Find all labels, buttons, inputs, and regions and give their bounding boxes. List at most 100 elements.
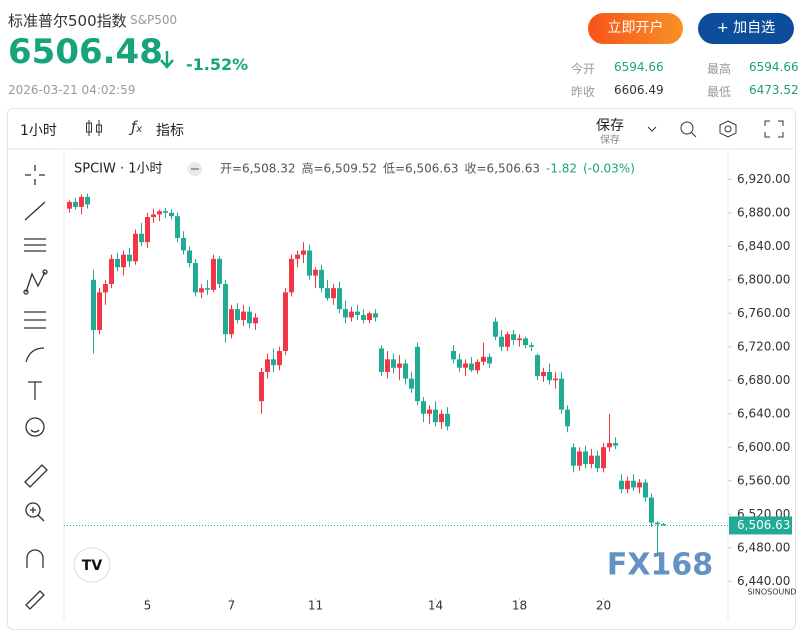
candle-body bbox=[349, 311, 354, 318]
stat-label: 最低 bbox=[707, 85, 732, 99]
candle-body bbox=[289, 258, 294, 293]
candle-body bbox=[379, 348, 384, 372]
add-watchlist-button[interactable]: + 加自选 bbox=[698, 13, 794, 44]
candle-body bbox=[637, 482, 642, 488]
candle-body bbox=[271, 359, 276, 366]
candle-body bbox=[73, 201, 78, 207]
stat-value: 6606.49 bbox=[614, 83, 664, 97]
interval-button[interactable]: 1小时 bbox=[20, 123, 57, 139]
legend-item: 收=6,506.63 bbox=[465, 162, 541, 176]
candle-body bbox=[331, 288, 336, 299]
candle-body bbox=[445, 413, 450, 427]
candle-body bbox=[259, 371, 264, 402]
candle-body bbox=[247, 311, 252, 324]
candle-body bbox=[457, 359, 462, 368]
candle-body bbox=[193, 263, 198, 293]
candle-body bbox=[517, 338, 522, 341]
legend-item: 高=6,509.52 bbox=[302, 161, 378, 176]
stat-value: 6594.66 bbox=[749, 60, 799, 74]
candle-body bbox=[601, 447, 606, 469]
candle-body bbox=[421, 401, 426, 414]
candle-body bbox=[397, 363, 402, 368]
candle-body bbox=[655, 522, 660, 525]
fx-icon: ƒx bbox=[131, 118, 143, 136]
candle-body bbox=[409, 378, 414, 389]
candle-body bbox=[133, 233, 138, 262]
candle-body bbox=[313, 269, 318, 276]
candle-body bbox=[67, 201, 72, 209]
candle-body bbox=[163, 211, 168, 213]
chart-title: SPCIW · 1小时 bbox=[74, 162, 163, 177]
candle-body bbox=[97, 292, 102, 331]
y-tick-label: 6,560.00 bbox=[737, 473, 790, 487]
candle-body bbox=[367, 313, 372, 320]
candle-body bbox=[571, 447, 576, 466]
candle-body bbox=[385, 359, 390, 372]
x-tick-label: 5 bbox=[144, 599, 152, 613]
candle-body bbox=[175, 216, 180, 238]
candle-body bbox=[595, 455, 600, 469]
open-account-button[interactable]: 立即开户 bbox=[588, 13, 683, 44]
candle-body bbox=[619, 480, 624, 490]
save-button[interactable]: 保存 bbox=[596, 118, 624, 134]
candle-body bbox=[583, 451, 588, 465]
candle-body bbox=[325, 288, 330, 299]
candle-body bbox=[523, 338, 528, 346]
y-tick-label: 6,480.00 bbox=[737, 540, 790, 554]
candle-body bbox=[433, 409, 438, 423]
candle-body bbox=[217, 258, 222, 284]
candle-body bbox=[415, 346, 420, 402]
tv-logo bbox=[73, 547, 111, 583]
candle-body bbox=[589, 455, 594, 465]
candle-body bbox=[613, 443, 618, 446]
candle-body bbox=[235, 309, 240, 320]
toolbar-icons bbox=[647, 120, 784, 138]
stat-value: 6473.52 bbox=[749, 83, 799, 97]
candle-body bbox=[241, 311, 246, 320]
candle-body bbox=[103, 283, 108, 293]
candle-body bbox=[169, 212, 174, 217]
candle-body bbox=[205, 288, 210, 290]
stat-value: 6594.66 bbox=[614, 60, 664, 74]
y-tick-label: 6,880.00 bbox=[737, 205, 790, 219]
down-arrow bbox=[160, 51, 174, 69]
watermark: FX168 bbox=[607, 548, 713, 583]
candle-body bbox=[487, 356, 492, 364]
x-tick-label: 14 bbox=[428, 599, 443, 613]
candle-body bbox=[79, 196, 84, 207]
candle-body bbox=[529, 345, 534, 347]
price: 6506.48 bbox=[8, 32, 163, 72]
candle-body bbox=[505, 334, 510, 347]
x-tick-label: 18 bbox=[512, 599, 527, 613]
candle-body bbox=[145, 216, 150, 243]
save-sub: 保存 bbox=[600, 135, 620, 146]
indicators-button[interactable]: 指标 bbox=[156, 123, 184, 139]
x-tick-label: 11 bbox=[308, 599, 323, 613]
candle-body bbox=[109, 258, 114, 284]
y-tick-label: 6,720.00 bbox=[737, 339, 790, 353]
candle-body bbox=[307, 250, 312, 276]
candle-body bbox=[181, 237, 186, 251]
candle-body bbox=[565, 409, 570, 427]
candle-body bbox=[463, 363, 468, 368]
y-tick-label: 6,840.00 bbox=[737, 239, 790, 253]
candle-body bbox=[223, 283, 228, 335]
stat-label: 今开 bbox=[571, 62, 596, 76]
drawing-tools bbox=[23, 165, 48, 610]
y-tick-label: 6,680.00 bbox=[737, 373, 790, 387]
candle-type-icon[interactable] bbox=[84, 118, 104, 138]
candle-body bbox=[451, 350, 456, 360]
candle-body bbox=[361, 314, 366, 320]
candle-body bbox=[511, 334, 516, 341]
candle-body bbox=[319, 269, 324, 289]
candle-body bbox=[661, 524, 666, 526]
datetime: 2026-03-21 04:02:59 bbox=[8, 83, 136, 97]
legend-item: 开=6,508.32 bbox=[220, 162, 296, 176]
candle-body bbox=[439, 413, 444, 423]
candle-body bbox=[631, 480, 636, 488]
candle-body bbox=[373, 313, 378, 318]
candle-body bbox=[91, 279, 96, 331]
candle-body bbox=[481, 356, 486, 362]
